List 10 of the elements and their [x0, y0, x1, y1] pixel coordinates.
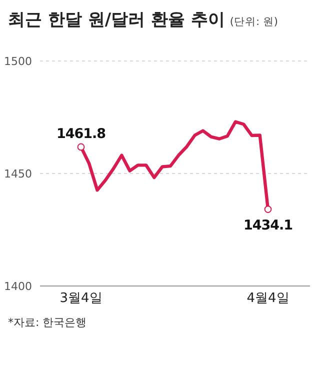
y-tick-label: 1400 — [4, 280, 32, 293]
chart-subtitle: (단위: 원) — [230, 16, 278, 28]
annotations: *자료: 한국은행 — [8, 316, 87, 329]
y-tick-label: 1450 — [4, 168, 32, 180]
x-tick-label: 3월4일 — [60, 291, 102, 306]
data-label: 1461.8 — [56, 126, 106, 142]
x-tick-label: 4월4일 — [246, 291, 290, 306]
data-label: 1434.1 — [243, 217, 293, 234]
y-tick-label: 1500 — [4, 55, 32, 68]
chart-title: 최근 한달 원/달러 환율 추이 — [8, 10, 225, 30]
